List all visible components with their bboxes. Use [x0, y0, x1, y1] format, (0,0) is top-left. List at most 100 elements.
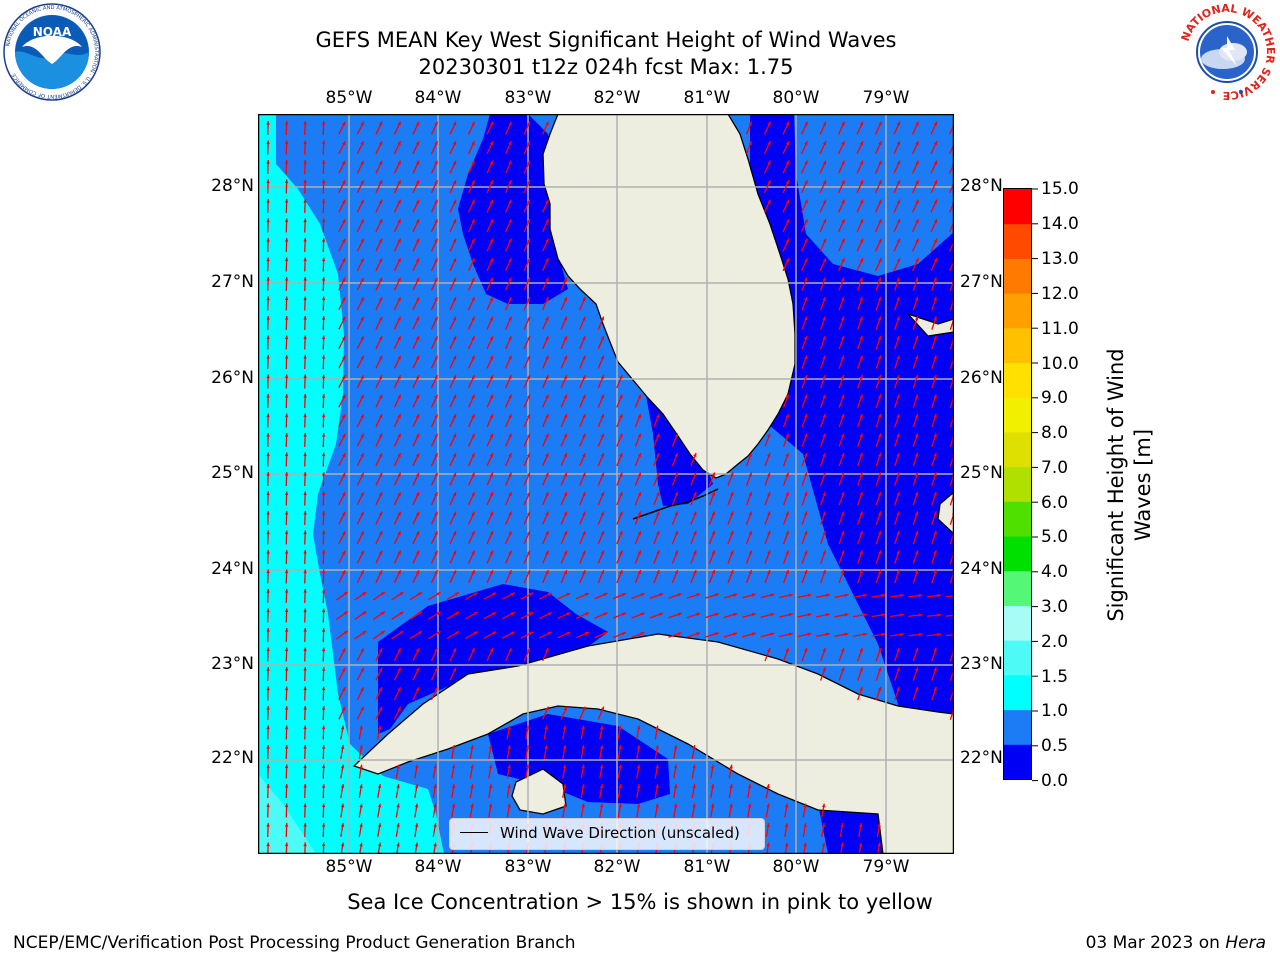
wave-direction-arrow	[745, 452, 753, 467]
wave-direction-arrow	[800, 140, 809, 155]
wave-direction-arrow	[284, 803, 289, 818]
colorbar-segment	[1004, 189, 1031, 225]
wave-direction-arrow	[356, 355, 365, 369]
wave-direction-arrow	[931, 472, 937, 486]
wave-direction-arrow	[911, 218, 920, 233]
wave-direction-arrow	[338, 296, 346, 311]
wave-direction-arrow	[631, 612, 645, 619]
wave-direction-arrow	[467, 121, 476, 135]
wave-direction-arrow	[653, 569, 660, 584]
colorbar-tick: 5.0	[1041, 527, 1069, 547]
wave-direction-arrow	[266, 374, 270, 389]
wave-direction-arrow	[708, 550, 716, 564]
wave-direction-arrow	[449, 257, 457, 272]
wave-direction-arrow	[874, 121, 883, 135]
wave-direction-arrow	[857, 452, 863, 467]
wave-direction-arrow	[338, 413, 346, 428]
wave-direction-arrow	[912, 647, 919, 662]
lat-label-left: 24°N	[211, 559, 254, 579]
wave-direction-arrow	[486, 179, 494, 194]
wave-direction-arrow	[930, 257, 938, 272]
wave-direction-arrow	[580, 744, 585, 760]
wave-direction-arrow	[395, 803, 400, 818]
wave-direction-arrow	[284, 237, 289, 253]
colorbar-segment	[1004, 605, 1031, 641]
wave-direction-arrow	[303, 335, 307, 350]
wave-direction-arrow	[449, 296, 457, 311]
wave-direction-arrow	[523, 140, 531, 155]
colorbar-tick: 0.0	[1041, 771, 1069, 791]
wave-direction-arrow	[358, 803, 363, 818]
wave-direction-arrow	[358, 764, 363, 779]
wave-direction-arrow	[597, 472, 605, 486]
wave-direction-arrow	[338, 218, 346, 233]
wave-direction-arrow	[542, 511, 549, 525]
noaa-logo: NATIONAL OCEANIC AND ATMOSPHERIC ADMINIS…	[3, 3, 101, 101]
wave-direction-arrow	[284, 198, 289, 214]
wave-band-0-0.5-cuba-north	[378, 584, 608, 734]
wave-direction-arrow	[412, 238, 420, 252]
wave-direction-arrow	[579, 472, 586, 486]
wave-direction-arrow	[486, 296, 494, 311]
wave-direction-arrow	[912, 296, 919, 311]
wave-direction-arrow	[838, 511, 845, 525]
colorbar-label: Significant Height of Wind Waves [m]	[1103, 275, 1157, 695]
wave-direction-arrow	[395, 822, 400, 838]
wave-direction-arrow	[801, 277, 808, 291]
wave-direction-arrow	[542, 647, 549, 662]
wave-direction-arrow	[321, 315, 326, 331]
wave-direction-arrow	[467, 257, 476, 272]
lat-label-left: 26°N	[211, 368, 254, 388]
wave-direction-arrow	[449, 179, 457, 194]
wind-wave-arrows	[266, 120, 954, 854]
wave-direction-arrow	[303, 530, 307, 545]
wave-direction-arrow	[930, 238, 938, 252]
wave-direction-arrow	[284, 374, 289, 389]
wave-direction-arrow	[523, 433, 531, 447]
wave-direction-arrow	[393, 569, 402, 584]
lat-label-right: 24°N	[960, 559, 1003, 579]
wave-direction-arrow	[377, 783, 382, 799]
wave-direction-arrow	[414, 822, 419, 838]
wave-direction-arrow	[266, 822, 270, 838]
wave-direction-arrow	[857, 511, 863, 525]
wave-direction-arrow	[894, 550, 900, 564]
wave-direction-arrow	[412, 647, 420, 662]
wave-direction-arrow	[486, 121, 494, 135]
wave-direction-arrow	[819, 199, 827, 213]
wave-direction-arrow	[617, 764, 622, 779]
colorbar-tick: 7.0	[1041, 458, 1069, 478]
wave-direction-arrow	[636, 803, 641, 818]
wave-direction-arrow	[523, 530, 531, 545]
wave-direction-arrow	[505, 179, 512, 194]
lat-label-left: 23°N	[211, 654, 254, 674]
wave-direction-arrow	[393, 433, 402, 447]
wave-direction-arrow	[834, 613, 849, 618]
wave-direction-arrow	[284, 140, 289, 155]
lat-label-left: 28°N	[211, 176, 254, 196]
wave-direction-arrow	[723, 612, 738, 619]
lon-label-bottom: 82°W	[593, 857, 641, 877]
wave-direction-arrow	[523, 472, 531, 486]
wave-direction-arrow	[820, 335, 826, 350]
wave-direction-arrow	[375, 452, 383, 467]
lon-label-top: 85°W	[325, 88, 373, 108]
wave-direction-arrow	[391, 591, 404, 601]
lon-label-top: 83°W	[504, 88, 552, 108]
wave-direction-arrow	[414, 803, 419, 818]
grand-bahama	[905, 312, 954, 337]
wave-direction-arrow	[745, 491, 753, 506]
wave-direction-arrow	[303, 510, 307, 526]
wave-direction-arrow	[912, 491, 919, 506]
wave-direction-arrow	[820, 550, 826, 564]
wave-direction-arrow	[266, 335, 270, 350]
legend-label: Wind Wave Direction (unscaled)	[500, 824, 740, 842]
wave-band-0-0.5-north-gulf	[458, 114, 568, 304]
wave-direction-arrow	[303, 822, 307, 838]
wave-direction-arrow	[908, 613, 923, 618]
wave-direction-arrow	[819, 257, 827, 272]
wave-direction-arrow	[338, 140, 346, 155]
wave-direction-arrow	[303, 276, 307, 292]
lon-label-top: 84°W	[414, 88, 462, 108]
wave-direction-arrow	[912, 686, 919, 701]
